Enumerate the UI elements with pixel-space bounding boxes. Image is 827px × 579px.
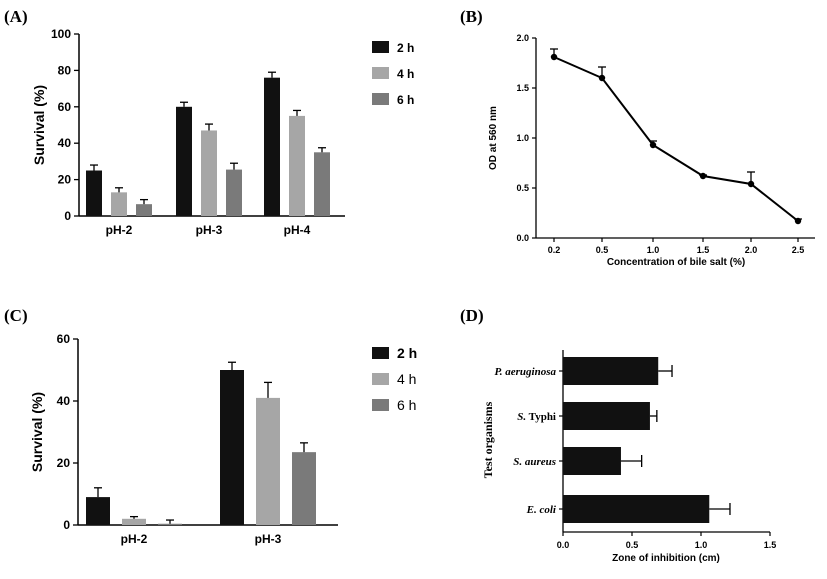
legend-label: 2 h	[397, 41, 414, 55]
x-tick-label: 0.5	[596, 245, 609, 255]
bar	[314, 152, 330, 216]
panel-label: (A)	[4, 7, 28, 26]
y-tick-label: S. aureus	[513, 456, 556, 468]
y-tick-label: 40	[57, 394, 71, 408]
bar	[122, 518, 146, 525]
legend-swatch	[372, 347, 389, 359]
y-tick-label: 60	[58, 100, 72, 114]
x-tick-label: 0.2	[548, 245, 561, 255]
y-tick-label: S. Typhi	[517, 411, 556, 423]
bar	[563, 357, 659, 385]
chart-d: 0.0 0.5 1.0 1.5 Zone of inhibition (cm) Test …	[481, 350, 776, 564]
x-tick-label: 2.0	[745, 245, 758, 255]
y-tick-label: P. aeruginosa	[494, 366, 556, 378]
bar	[563, 402, 650, 430]
x-tick-label: pH-2	[106, 223, 133, 237]
data-point	[747, 180, 755, 188]
bar	[289, 115, 305, 216]
legend-label: 2 h	[397, 345, 417, 361]
x-tick-label: 0.5	[626, 540, 639, 550]
y-tick-label: 80	[58, 63, 72, 77]
chart-a: 0 20 40 60 80 100 Survival (%) pH-2 pH-3 pH-4 2 h 4…	[31, 27, 414, 237]
y-axis-label: Survival (%)	[29, 392, 45, 472]
data-point	[598, 74, 606, 82]
chart-b: 0.0 0.5 1.0 1.5 2.0 0.2 0.5 1.0 1.5 2.0 2.5 Concent…	[488, 33, 815, 268]
bar	[158, 523, 182, 525]
x-tick-label: 0.0	[557, 540, 570, 550]
x-axis-label: Zone of inhibition (cm)	[612, 553, 720, 564]
y-axis-label: Test organisms	[481, 401, 495, 478]
x-tick-label: 1.0	[647, 245, 660, 255]
panel-label: (D)	[460, 306, 484, 325]
bar	[111, 192, 127, 216]
series-line	[553, 56, 799, 222]
x-tick-label: pH-3	[255, 532, 282, 546]
y-tick-label: E. coli	[526, 504, 557, 516]
data-point	[550, 53, 558, 61]
y-tick-label: 2.0	[516, 33, 529, 43]
legend-swatch	[372, 41, 389, 53]
bar	[264, 77, 280, 217]
y-tick-label: 20	[58, 173, 72, 187]
y-tick-label: 20	[57, 456, 71, 470]
x-tick-label: 1.5	[764, 540, 777, 550]
y-tick-label: 100	[51, 27, 71, 41]
legend-swatch	[372, 373, 389, 385]
legend-swatch	[372, 399, 389, 411]
x-tick-label: 1.0	[695, 540, 708, 550]
y-axis-label: OD at 560 nm	[488, 106, 499, 170]
bar	[256, 397, 280, 525]
legend-label: 6 h	[397, 93, 414, 107]
legend-swatch	[372, 67, 389, 79]
bar	[176, 106, 192, 216]
legend-label: 4 h	[397, 371, 416, 387]
bar	[226, 169, 242, 216]
y-tick-label: 1.5	[516, 83, 529, 93]
x-tick-label: pH-3	[196, 223, 223, 237]
x-tick-label: pH-2	[121, 532, 148, 546]
y-tick-label: 60	[57, 332, 71, 346]
y-tick-label: 0.5	[516, 183, 529, 193]
bar	[563, 495, 710, 523]
data-point	[649, 141, 657, 149]
y-tick-label: 0.0	[516, 233, 529, 243]
legend-label: 6 h	[397, 397, 416, 413]
panel-label: (C)	[4, 306, 28, 325]
x-tick-label: pH-4	[284, 223, 311, 237]
y-tick-label: 0	[64, 209, 71, 223]
x-axis-label: Concentration of bile salt (%)	[607, 257, 745, 268]
data-point	[794, 217, 802, 225]
y-tick-label: 1.0	[516, 133, 529, 143]
bar	[136, 204, 152, 216]
bar	[86, 497, 110, 525]
y-axis-label: Survival (%)	[31, 85, 47, 165]
data-point	[699, 172, 707, 180]
x-tick-label: 1.5	[697, 245, 710, 255]
legend-label: 4 h	[397, 67, 414, 81]
bar	[201, 130, 217, 216]
legend-swatch	[372, 93, 389, 105]
bar	[292, 452, 316, 525]
bar	[86, 170, 102, 216]
panel-label: (B)	[460, 7, 483, 26]
x-tick-label: 2.5	[792, 245, 805, 255]
y-tick-label: 40	[58, 136, 72, 150]
bar	[220, 370, 244, 525]
y-tick-label: 0	[63, 518, 70, 532]
chart-c: 0 20 40 60 Survival (%) pH-2 pH-3 2 h 4 h 6 h	[29, 332, 417, 546]
bar	[563, 447, 621, 475]
